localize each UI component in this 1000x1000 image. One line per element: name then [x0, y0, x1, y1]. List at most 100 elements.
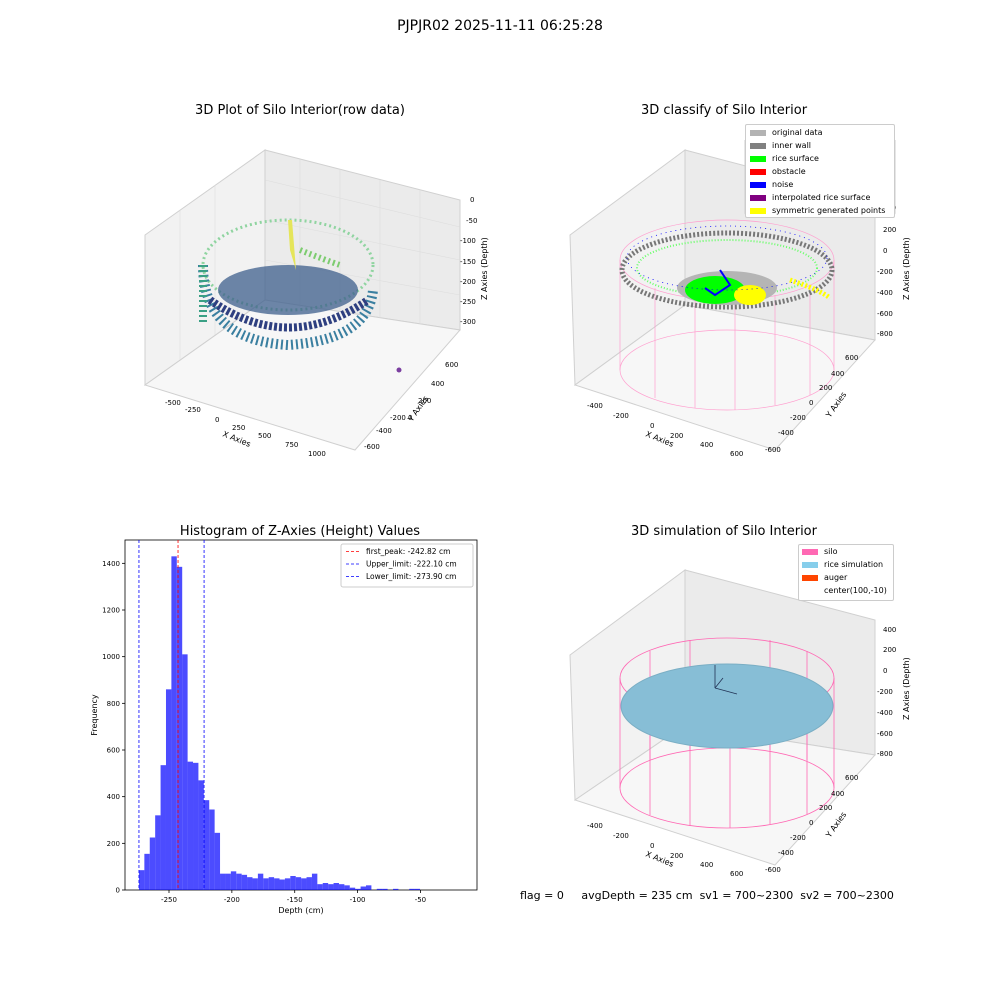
- histogram-x-tick-label: -150: [287, 896, 303, 904]
- svg-text:-250: -250: [460, 298, 476, 306]
- svg-text:400: 400: [431, 380, 444, 388]
- histogram-bar: [230, 871, 237, 890]
- histogram-x-tick-label: -250: [161, 896, 177, 904]
- svg-text:0: 0: [883, 247, 887, 255]
- svg-text:-600: -600: [765, 446, 781, 454]
- simulation-legend-entry: center(100,-10): [802, 584, 887, 597]
- histogram-bar: [171, 556, 177, 890]
- svg-text:-200: -200: [460, 278, 476, 286]
- histogram-bar: [187, 761, 194, 890]
- histogram-y-tick-label: 0: [116, 887, 120, 895]
- classify-legend-label: inner wall: [772, 141, 812, 150]
- histogram-bar: [284, 878, 291, 890]
- histogram-bar: [328, 884, 334, 890]
- histogram-y-tick-label: 400: [107, 793, 120, 801]
- simulation-legend-entry: auger: [802, 571, 887, 584]
- simulation-legend-label: silo: [824, 547, 838, 556]
- svg-text:0: 0: [809, 819, 813, 827]
- histogram-bar: [306, 877, 312, 890]
- simulation-legend-swatch: [802, 588, 818, 594]
- histogram-x-label: Depth (cm): [278, 906, 323, 915]
- figure-title: PJPJR02 2025-11-11 06:25:28: [397, 18, 603, 34]
- classify-legend-box: original data inner wall rice surface obsta…: [745, 124, 895, 218]
- histogram-x-tick-label: -200: [224, 896, 240, 904]
- svg-text:600: 600: [845, 774, 858, 782]
- classify-x-ticks: -400 -200 0 200 400 600: [587, 402, 743, 458]
- simulation-legend-label: auger: [824, 573, 848, 582]
- histogram-bar: [165, 689, 172, 890]
- histogram-bar: [225, 873, 231, 890]
- svg-text:200: 200: [819, 384, 832, 392]
- histogram-bar: [274, 878, 280, 890]
- svg-text:0: 0: [809, 399, 813, 407]
- simulation-z-label: Z Axies (Depth): [902, 657, 911, 720]
- histogram-bar: [144, 853, 150, 890]
- histogram-y-ticks: 0 200 400 600 800 1000 1200 1400: [102, 560, 125, 895]
- histogram-bar: [414, 888, 421, 890]
- svg-text:250: 250: [232, 424, 245, 432]
- svg-text:-300: -300: [460, 318, 476, 326]
- flag-text: flag = 0: [520, 889, 564, 902]
- svg-text:-200: -200: [877, 268, 893, 276]
- histogram-chart: -250 -200 -150 -100 -50 0 200 400 600 800 1000 120…: [90, 539, 478, 915]
- svg-text:0: 0: [470, 196, 474, 204]
- svg-text:-400: -400: [877, 709, 893, 717]
- histogram-bar: [247, 877, 253, 890]
- raw-x-label: X Axies: [221, 430, 252, 449]
- histogram-bar: [409, 888, 415, 890]
- svg-text:0: 0: [215, 416, 219, 424]
- classify-y-ticks: 600 400 200 0 -200 -400 -600: [765, 354, 858, 454]
- svg-text:400: 400: [831, 790, 844, 798]
- simulation-x-ticks: -400 -200 0 200 400 600: [587, 822, 743, 878]
- histogram-y-tick-label: 1400: [102, 560, 120, 568]
- svg-text:-600: -600: [877, 730, 893, 738]
- classify-legend-label: interpolated rice surface: [772, 193, 871, 202]
- simulation-legend-entry: rice simulation: [802, 558, 887, 571]
- classify-y-label: Y Axies: [824, 390, 849, 420]
- classify-legend-entry: symmetric generated points: [750, 204, 885, 217]
- histogram-y-tick-label: 1000: [102, 653, 120, 661]
- histogram-bar: [301, 878, 307, 890]
- svg-text:200: 200: [670, 852, 683, 860]
- histogram-bar: [382, 888, 388, 890]
- histogram-x-ticks: -250 -200 -150 -100 -50: [161, 890, 426, 904]
- classify-legend-swatch: [750, 181, 766, 188]
- classify-legend-entry: interpolated rice surface: [750, 191, 885, 204]
- classify-legend-entry: obstacle: [750, 165, 885, 178]
- avg-depth-text: avgDepth = 235 cm: [581, 889, 693, 902]
- histogram-y-tick-label: 1200: [102, 607, 120, 615]
- svg-text:600: 600: [445, 361, 458, 369]
- classify-legend-swatch: [750, 155, 766, 162]
- svg-text:-400: -400: [587, 402, 603, 410]
- svg-text:-600: -600: [765, 866, 781, 874]
- raw-x-ticks: -500 -250 0 250 500 750 1000: [165, 399, 326, 458]
- histogram-legend: first_peak: -242.82 cm Upper_limit: -222.…: [340, 543, 474, 588]
- histogram-bar: [149, 837, 156, 890]
- svg-text:-100: -100: [460, 237, 476, 245]
- classify-legend-label: noise: [772, 180, 794, 189]
- simulation-legend-swatch: [802, 561, 818, 568]
- svg-text:-500: -500: [165, 399, 181, 407]
- histogram-bar: [338, 884, 345, 890]
- simulation-y-ticks: 600 400 200 0 -200 -400 -600: [765, 774, 858, 874]
- classify-legend-swatch: [750, 142, 766, 149]
- svg-text:-400: -400: [376, 427, 392, 435]
- histogram-bar: [220, 873, 226, 890]
- svg-text:200: 200: [670, 432, 683, 440]
- svg-text:-200: -200: [790, 834, 806, 842]
- classify-legend-label: symmetric generated points: [772, 206, 886, 215]
- svg-text:-800: -800: [877, 330, 893, 338]
- svg-text:-600: -600: [364, 443, 380, 451]
- histogram-bar: [349, 887, 356, 890]
- simulation-auger: [714, 665, 738, 695]
- histogram-y-tick-label: 800: [107, 700, 120, 708]
- histogram-reference-lines: [138, 540, 205, 890]
- histogram-bar: [279, 879, 285, 890]
- histogram-legend-label: Upper_limit: -222.10 cm: [366, 560, 457, 569]
- histogram-bar: [193, 762, 199, 890]
- simulation-rice-surface: [620, 663, 834, 749]
- histogram-bar: [263, 878, 269, 890]
- histogram-bar: [241, 874, 248, 890]
- svg-text:0: 0: [650, 422, 654, 430]
- classify-legend-label: obstacle: [772, 167, 806, 176]
